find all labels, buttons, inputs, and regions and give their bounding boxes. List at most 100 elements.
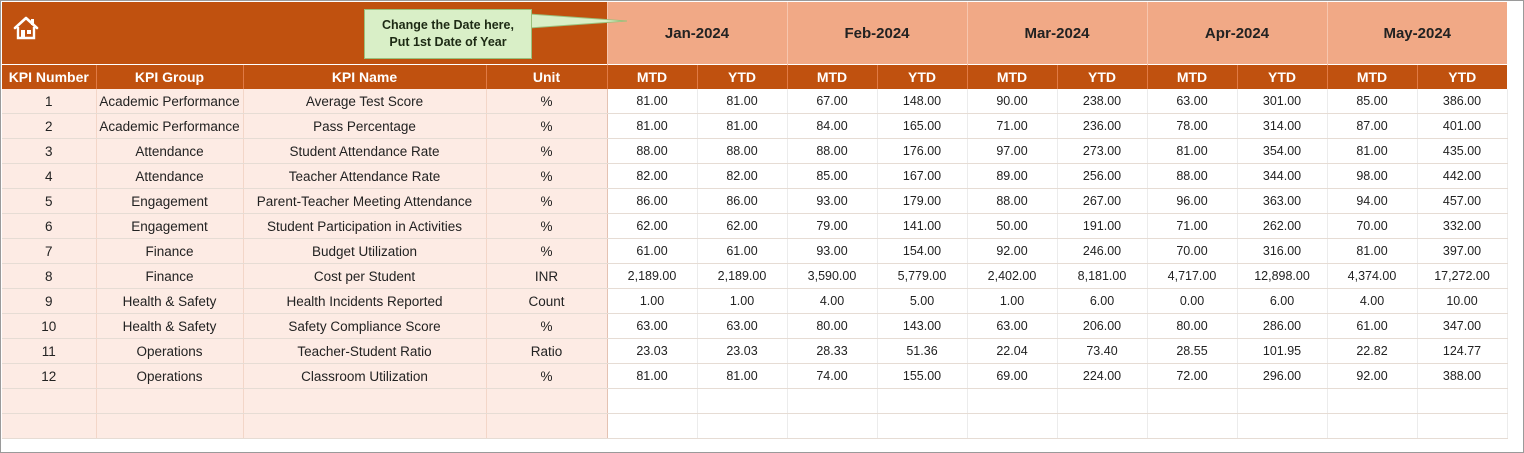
mtd-value-cell[interactable]: 22.82 bbox=[1327, 338, 1418, 364]
kpi-group-cell[interactable]: Engagement bbox=[96, 188, 244, 214]
ytd-value-cell[interactable]: 236.00 bbox=[1057, 113, 1148, 139]
mtd-value-cell[interactable]: 0.00 bbox=[1147, 288, 1238, 314]
ytd-value-cell[interactable]: 88.00 bbox=[697, 138, 788, 164]
ytd-value-cell[interactable]: 148.00 bbox=[877, 89, 968, 114]
kpi-number-cell[interactable]: 8 bbox=[2, 263, 97, 289]
home-icon[interactable] bbox=[12, 14, 40, 42]
kpi-number-cell[interactable]: 4 bbox=[2, 163, 97, 189]
mtd-value-cell[interactable]: 88.00 bbox=[967, 188, 1058, 214]
mtd-value-cell[interactable]: 88.00 bbox=[607, 138, 698, 164]
ytd-value-cell[interactable]: 401.00 bbox=[1417, 113, 1508, 139]
ytd-value-cell[interactable]: 81.00 bbox=[697, 89, 788, 114]
empty-cell[interactable] bbox=[697, 413, 788, 439]
ytd-value-cell[interactable]: 386.00 bbox=[1417, 89, 1508, 114]
mtd-value-cell[interactable]: 72.00 bbox=[1147, 363, 1238, 389]
mtd-value-cell[interactable]: 1.00 bbox=[967, 288, 1058, 314]
ytd-value-cell[interactable]: 63.00 bbox=[697, 313, 788, 339]
empty-cell[interactable] bbox=[486, 413, 608, 439]
unit-cell[interactable]: % bbox=[486, 213, 608, 239]
mtd-value-cell[interactable]: 4.00 bbox=[787, 288, 878, 314]
kpi-name-cell[interactable]: Parent-Teacher Meeting Attendance bbox=[243, 188, 487, 214]
unit-cell[interactable]: % bbox=[486, 363, 608, 389]
ytd-value-cell[interactable]: 206.00 bbox=[1057, 313, 1148, 339]
kpi-number-cell[interactable]: 10 bbox=[2, 313, 97, 339]
ytd-value-cell[interactable]: 1.00 bbox=[697, 288, 788, 314]
empty-cell[interactable] bbox=[2, 413, 97, 439]
kpi-name-cell[interactable]: Pass Percentage bbox=[243, 113, 487, 139]
mtd-value-cell[interactable]: 4.00 bbox=[1327, 288, 1418, 314]
mtd-value-cell[interactable]: 97.00 bbox=[967, 138, 1058, 164]
ytd-value-cell[interactable]: 273.00 bbox=[1057, 138, 1148, 164]
ytd-value-cell[interactable]: 73.40 bbox=[1057, 338, 1148, 364]
kpi-group-cell[interactable]: Attendance bbox=[96, 163, 244, 189]
kpi-number-cell[interactable]: 1 bbox=[2, 89, 97, 114]
mtd-value-cell[interactable]: 84.00 bbox=[787, 113, 878, 139]
empty-cell[interactable] bbox=[967, 388, 1058, 414]
unit-cell[interactable]: Count bbox=[486, 288, 608, 314]
ytd-value-cell[interactable]: 10.00 bbox=[1417, 288, 1508, 314]
ytd-value-cell[interactable]: 155.00 bbox=[877, 363, 968, 389]
ytd-value-cell[interactable]: 347.00 bbox=[1417, 313, 1508, 339]
mtd-value-cell[interactable]: 50.00 bbox=[967, 213, 1058, 239]
mtd-value-cell[interactable]: 63.00 bbox=[967, 313, 1058, 339]
kpi-group-cell[interactable]: Operations bbox=[96, 338, 244, 364]
ytd-value-cell[interactable]: 5,779.00 bbox=[877, 263, 968, 289]
empty-cell[interactable] bbox=[1057, 388, 1148, 414]
empty-cell[interactable] bbox=[1327, 413, 1418, 439]
mtd-value-cell[interactable]: 28.55 bbox=[1147, 338, 1238, 364]
empty-cell[interactable] bbox=[96, 388, 244, 414]
kpi-number-cell[interactable]: 5 bbox=[2, 188, 97, 214]
ytd-value-cell[interactable]: 354.00 bbox=[1237, 138, 1328, 164]
mtd-value-cell[interactable]: 81.00 bbox=[607, 113, 698, 139]
kpi-name-cell[interactable]: Health Incidents Reported bbox=[243, 288, 487, 314]
ytd-value-cell[interactable]: 397.00 bbox=[1417, 238, 1508, 264]
empty-cell[interactable] bbox=[1057, 413, 1148, 439]
mtd-value-cell[interactable]: 86.00 bbox=[607, 188, 698, 214]
ytd-value-cell[interactable]: 296.00 bbox=[1237, 363, 1328, 389]
kpi-number-cell[interactable]: 9 bbox=[2, 288, 97, 314]
ytd-value-cell[interactable]: 388.00 bbox=[1417, 363, 1508, 389]
kpi-group-cell[interactable]: Finance bbox=[96, 263, 244, 289]
mtd-value-cell[interactable]: 96.00 bbox=[1147, 188, 1238, 214]
mtd-value-cell[interactable]: 94.00 bbox=[1327, 188, 1418, 214]
empty-cell[interactable] bbox=[96, 413, 244, 439]
ytd-value-cell[interactable]: 143.00 bbox=[877, 313, 968, 339]
unit-cell[interactable]: % bbox=[486, 238, 608, 264]
ytd-value-cell[interactable]: 262.00 bbox=[1237, 213, 1328, 239]
mtd-value-cell[interactable]: 81.00 bbox=[607, 363, 698, 389]
mtd-value-cell[interactable]: 69.00 bbox=[967, 363, 1058, 389]
ytd-value-cell[interactable]: 176.00 bbox=[877, 138, 968, 164]
ytd-value-cell[interactable]: 6.00 bbox=[1237, 288, 1328, 314]
mtd-value-cell[interactable]: 82.00 bbox=[607, 163, 698, 189]
mtd-value-cell[interactable]: 1.00 bbox=[607, 288, 698, 314]
mtd-value-cell[interactable]: 70.00 bbox=[1147, 238, 1238, 264]
mtd-value-cell[interactable]: 81.00 bbox=[1327, 238, 1418, 264]
unit-cell[interactable]: % bbox=[486, 313, 608, 339]
empty-cell[interactable] bbox=[1417, 413, 1508, 439]
mtd-value-cell[interactable]: 92.00 bbox=[967, 238, 1058, 264]
ytd-value-cell[interactable]: 332.00 bbox=[1417, 213, 1508, 239]
mtd-value-cell[interactable]: 88.00 bbox=[1147, 163, 1238, 189]
unit-cell[interactable]: % bbox=[486, 163, 608, 189]
mtd-value-cell[interactable]: 28.33 bbox=[787, 338, 878, 364]
ytd-value-cell[interactable]: 62.00 bbox=[697, 213, 788, 239]
mtd-value-cell[interactable]: 93.00 bbox=[787, 238, 878, 264]
kpi-group-cell[interactable]: Academic Performance bbox=[96, 89, 244, 114]
ytd-value-cell[interactable]: 12,898.00 bbox=[1237, 263, 1328, 289]
ytd-value-cell[interactable]: 81.00 bbox=[697, 363, 788, 389]
empty-cell[interactable] bbox=[967, 413, 1058, 439]
unit-cell[interactable]: INR bbox=[486, 263, 608, 289]
mtd-value-cell[interactable]: 78.00 bbox=[1147, 113, 1238, 139]
mtd-value-cell[interactable]: 92.00 bbox=[1327, 363, 1418, 389]
mtd-value-cell[interactable]: 98.00 bbox=[1327, 163, 1418, 189]
empty-cell[interactable] bbox=[877, 413, 968, 439]
kpi-name-cell[interactable]: Safety Compliance Score bbox=[243, 313, 487, 339]
ytd-value-cell[interactable]: 5.00 bbox=[877, 288, 968, 314]
mtd-value-cell[interactable]: 85.00 bbox=[1327, 89, 1418, 114]
unit-cell[interactable]: % bbox=[486, 188, 608, 214]
empty-cell[interactable] bbox=[877, 388, 968, 414]
ytd-value-cell[interactable]: 316.00 bbox=[1237, 238, 1328, 264]
kpi-name-cell[interactable]: Teacher Attendance Rate bbox=[243, 163, 487, 189]
empty-cell[interactable] bbox=[243, 388, 487, 414]
ytd-value-cell[interactable]: 224.00 bbox=[1057, 363, 1148, 389]
